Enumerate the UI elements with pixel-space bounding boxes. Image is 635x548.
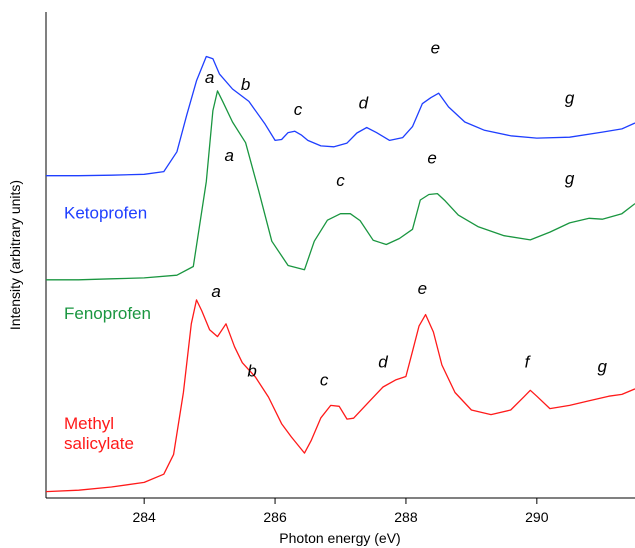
peak-label-methyl-salicylate-g: g	[598, 357, 608, 376]
peak-label-fenoprofen-c: c	[336, 171, 345, 190]
x-tick-label-284: 284	[132, 509, 156, 525]
peak-label-ketoprofen-b: b	[241, 75, 250, 94]
peak-label-ketoprofen-a: a	[205, 68, 214, 87]
peak-label-ketoprofen-c: c	[294, 100, 303, 119]
series-layer	[45, 55, 635, 493]
series-line-ketoprofen	[46, 55, 635, 177]
series-line-methyl-salicylate	[45, 299, 635, 493]
x-tick-label-290: 290	[525, 509, 549, 525]
peak-label-ketoprofen-g: g	[565, 89, 575, 108]
peak-label-ketoprofen-d: d	[359, 93, 369, 112]
series-label-fenoprofen: Fenoprofen	[64, 304, 151, 323]
peak-label-methyl-salicylate-c: c	[320, 371, 329, 390]
y-axis-title: Intensity (arbitrary units)	[7, 180, 23, 330]
x-axis-title: Photon energy (eV)	[279, 530, 400, 546]
plot-frame	[45, 12, 635, 499]
peak-label-methyl-salicylate-b: b	[247, 362, 256, 381]
peak-label-fenoprofen-a: a	[225, 146, 234, 165]
peak-label-ketoprofen-e: e	[431, 38, 440, 57]
peak-label-fenoprofen-g: g	[565, 169, 575, 188]
peak-label-methyl-salicylate-d: d	[378, 352, 388, 371]
x-tick-label-286: 286	[263, 509, 287, 525]
peak-label-methyl-salicylate-a: a	[211, 282, 220, 301]
peak-label-methyl-salicylate-e: e	[418, 279, 427, 298]
x-tick-label-288: 288	[394, 509, 418, 525]
series-label-methyl-salicylate-line-2: salicylate	[64, 434, 134, 453]
peak-label-methyl-salicylate-f: f	[525, 352, 532, 371]
series-label-ketoprofen: Ketoprofen	[64, 203, 147, 222]
peak-label-fenoprofen-e: e	[427, 148, 436, 167]
peak-annotations: a b c d e g a c e g a b c d e f g	[205, 38, 608, 389]
series-label-methyl-salicylate-line-1: Methyl	[64, 414, 114, 433]
x-axis-ticks: 284 286 288 290	[132, 498, 549, 525]
series-line-fenoprofen	[46, 90, 635, 281]
